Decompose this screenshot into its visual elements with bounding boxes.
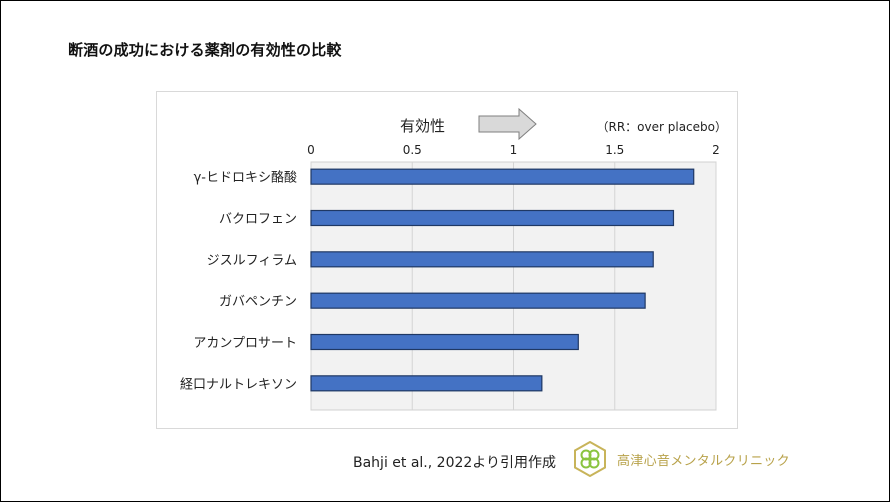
x-tick-label: 2 <box>712 143 720 157</box>
bar <box>310 168 695 185</box>
category-label: ジスルフィラム <box>207 253 297 268</box>
category-label: アカンプロサート <box>193 336 297 351</box>
bar <box>310 292 646 309</box>
clinic-name: 高津心音メンタルクリニック <box>617 453 790 469</box>
category-label: γ-ヒドロキシ酪酸 <box>194 170 297 186</box>
x-tick-label: 1.5 <box>605 143 624 157</box>
x-tick-label: 1 <box>510 143 518 157</box>
category-label: 経口ナルトレキソン <box>180 377 297 392</box>
x-tick-label: 0.5 <box>403 143 422 157</box>
bar <box>310 209 675 227</box>
bar <box>310 375 543 392</box>
category-label: バクロフェン <box>219 212 297 227</box>
bar <box>310 251 654 268</box>
arrow-label: 有効性 <box>400 117 445 135</box>
arrow-icon <box>478 107 537 141</box>
bar-chart: 0 0.5 1 1.5 2 有効性 （RR：over placebo） γ-ヒドロキシ酪酸バク… <box>180 107 728 411</box>
slide-title: 断酒の成功における薬剤の有効性の比較 <box>68 41 342 59</box>
bar <box>310 333 579 351</box>
clinic-logo-icon <box>574 441 606 477</box>
unit-label: （RR：over placebo） <box>597 120 728 134</box>
clinic-brand: 高津心音メンタルクリニック <box>573 441 790 477</box>
x-tick-label: 0 <box>307 143 315 157</box>
category-label: ガバペンチン <box>219 295 297 310</box>
chart-container: 0 0.5 1 1.5 2 有効性 （RR：over placebo） γ-ヒドロキシ酪酸バク… <box>156 91 738 429</box>
citation-text: Bahji et al., 2022より引用作成 <box>353 455 557 471</box>
